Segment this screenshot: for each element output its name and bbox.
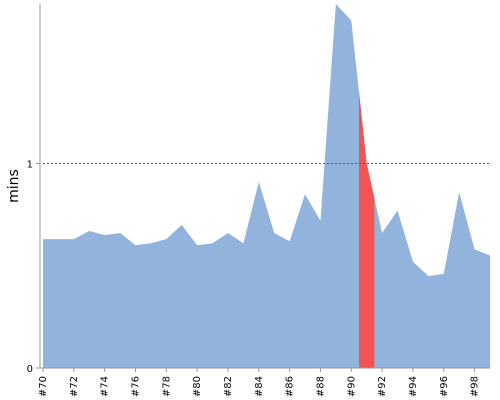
x-tick-label: #96 xyxy=(439,376,450,397)
highlight-area xyxy=(358,91,375,368)
y-axis-label: mins xyxy=(6,169,22,203)
plot-area xyxy=(43,4,490,368)
x-tick-label: #92 xyxy=(377,376,388,397)
x-tick-label: #84 xyxy=(254,376,265,397)
x-tick-label: #94 xyxy=(408,376,419,397)
x-tick-label: #98 xyxy=(470,376,481,397)
x-tick-label: #86 xyxy=(285,376,296,397)
axes: 0 1 #70 #72 #74 #76 #78 #80 #82 #84 #86 #88 #90 #92 #9… xyxy=(27,4,490,397)
x-tick-label: #72 xyxy=(69,376,80,397)
x-tick-label: #76 xyxy=(130,376,141,397)
x-tick-label: #74 xyxy=(100,376,111,397)
x-tick-label: #78 xyxy=(161,376,172,397)
y-tick-label: 1 xyxy=(27,160,33,171)
x-tick-label: #80 xyxy=(192,376,203,397)
x-tick-label: #82 xyxy=(223,376,234,397)
area-series xyxy=(43,4,490,368)
x-tick-label: #70 xyxy=(38,376,49,397)
x-tick-label: #88 xyxy=(315,376,326,397)
x-tick-label: #90 xyxy=(346,376,357,397)
y-tick-label: 0 xyxy=(27,364,33,375)
